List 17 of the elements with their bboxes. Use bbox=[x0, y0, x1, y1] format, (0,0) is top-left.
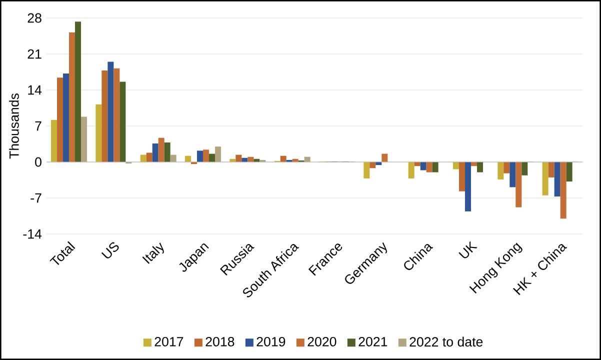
legend-label: 2020 bbox=[308, 336, 336, 346]
legend-label: 2021 bbox=[358, 336, 388, 346]
x-tick-label: Italy bbox=[142, 242, 164, 264]
x-tick-label: UK bbox=[458, 241, 478, 258]
y-tick-label: 21 bbox=[28, 49, 42, 59]
y-tick-label: 28 bbox=[28, 13, 42, 23]
legend-label: 2017 bbox=[154, 336, 184, 346]
legend-label: 2019 bbox=[256, 336, 286, 346]
x-tick-label: US bbox=[101, 242, 119, 258]
y-tick-label: 0 bbox=[35, 157, 42, 167]
y-tick-label: -14 bbox=[23, 229, 42, 239]
y-axis-title: Thousands bbox=[9, 93, 19, 159]
y-tick-label: 7 bbox=[35, 121, 42, 131]
legend-label: 2018 bbox=[206, 336, 234, 346]
legend-label: 2022 to date bbox=[410, 336, 483, 347]
y-tick-label: -7 bbox=[30, 193, 42, 203]
y-tick-label: 14 bbox=[28, 85, 42, 95]
